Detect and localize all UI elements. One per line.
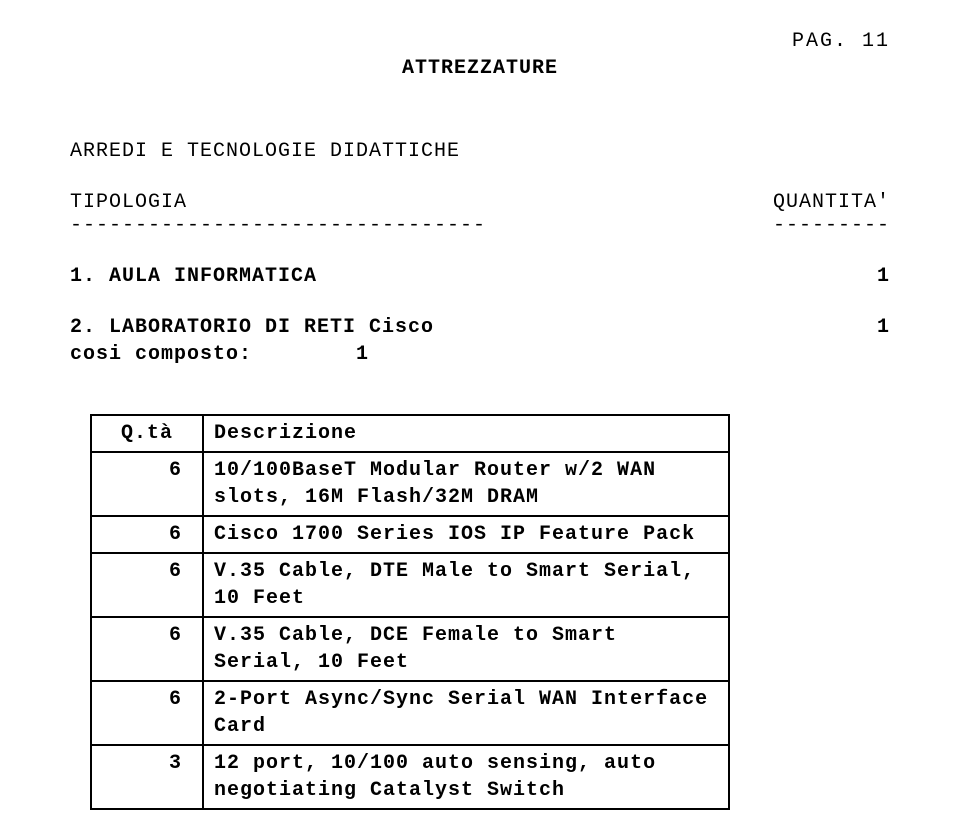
table-row: 3 12 port, 10/100 auto sensing, auto neg… <box>91 745 729 809</box>
table-header-row: Q.tà Descrizione <box>91 415 729 452</box>
table-row: 6 Cisco 1700 Series IOS IP Feature Pack <box>91 516 729 553</box>
table-row: 6 V.35 Cable, DCE Female to Smart Serial… <box>91 617 729 681</box>
cosi-label: cosi composto: <box>70 343 252 366</box>
item-qty: 1 <box>877 265 890 288</box>
page-title: ATTREZZATURE <box>70 57 890 80</box>
col-header-right: QUANTITA' <box>773 191 890 214</box>
page-number: PAG. 11 <box>70 30 890 53</box>
page: PAG. 11 ATTREZZATURE ARREDI E TECNOLOGIE… <box>0 0 960 815</box>
equipment-table: Q.tà Descrizione 6 10/100BaseT Modular R… <box>90 414 730 810</box>
cell-desc: 2-Port Async/Sync Serial WAN Interface C… <box>203 681 729 745</box>
th-desc: Descrizione <box>203 415 729 452</box>
cell-qta: 6 <box>91 617 203 681</box>
table-row: 6 2-Port Async/Sync Serial WAN Interface… <box>91 681 729 745</box>
column-headers: TIPOLOGIA QUANTITA' <box>70 191 890 214</box>
cell-qta: 6 <box>91 553 203 617</box>
cell-desc: V.35 Cable, DTE Male to Smart Serial, 10… <box>203 553 729 617</box>
item-label: 2. LABORATORIO DI RETI Cisco <box>70 316 434 339</box>
subtitle: ARREDI E TECNOLOGIE DIDATTICHE <box>70 140 890 163</box>
cell-qta: 6 <box>91 452 203 516</box>
cell-desc: Cisco 1700 Series IOS IP Feature Pack <box>203 516 729 553</box>
item-qty: 1 <box>877 316 890 339</box>
cell-desc: 10/100BaseT Modular Router w/2 WAN slots… <box>203 452 729 516</box>
cosi-composto: cosi composto: 1 <box>70 343 890 366</box>
th-qta: Q.tà <box>91 415 203 452</box>
table-row: 6 10/100BaseT Modular Router w/2 WAN slo… <box>91 452 729 516</box>
cell-desc: 12 port, 10/100 auto sensing, auto negot… <box>203 745 729 809</box>
list-item: 2. LABORATORIO DI RETI Cisco 1 <box>70 316 890 339</box>
dashes-right: --------- <box>773 214 890 237</box>
cell-qta: 3 <box>91 745 203 809</box>
cosi-qty: 1 <box>252 343 369 366</box>
item-label: 1. AULA INFORMATICA <box>70 265 317 288</box>
cell-qta: 6 <box>91 681 203 745</box>
column-dashes: -------------------------------- -------… <box>70 214 890 237</box>
list-item: 1. AULA INFORMATICA 1 <box>70 265 890 288</box>
cell-qta: 6 <box>91 516 203 553</box>
dashes-left: -------------------------------- <box>70 214 486 237</box>
cell-desc: V.35 Cable, DCE Female to Smart Serial, … <box>203 617 729 681</box>
table-row: 6 V.35 Cable, DTE Male to Smart Serial, … <box>91 553 729 617</box>
col-header-left: TIPOLOGIA <box>70 191 187 214</box>
